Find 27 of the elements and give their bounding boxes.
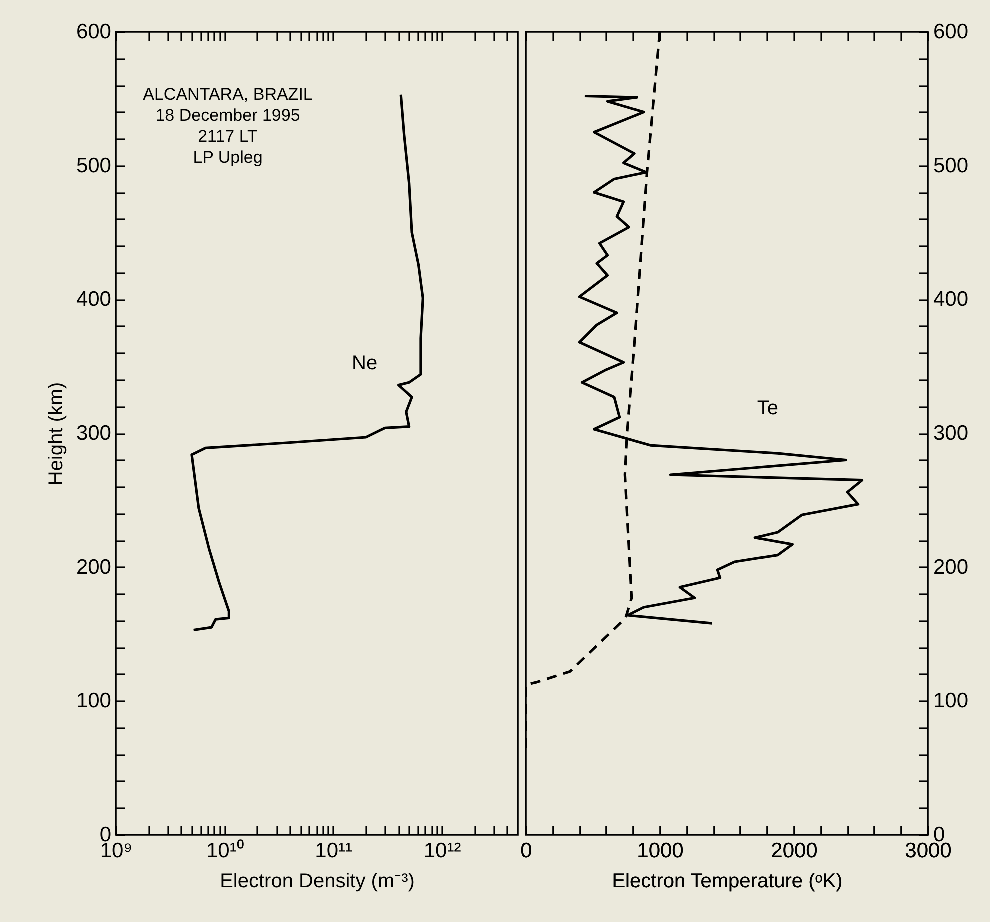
x-tick-label: 1000 (637, 840, 684, 862)
x-tick-label: 10¹² (424, 840, 462, 862)
x-tick-label: 0 (520, 840, 532, 862)
series-label: Te (757, 398, 778, 420)
y-tick-label: 400 (76, 288, 112, 312)
x-tick-label: 10¹¹ (315, 840, 353, 862)
y-tick-label: 300 (934, 422, 969, 445)
y-tick-label: 600 (76, 20, 112, 44)
x-tick-label: 10¹⁰ (206, 840, 244, 862)
x-axis-title: Electron Temperature (ᵒK) (612, 870, 843, 892)
y-tick-label: 100 (76, 690, 112, 713)
y-tick-label: 600 (934, 20, 969, 44)
annotation: 2117 LT (198, 127, 258, 146)
y-tick-label: 100 (934, 690, 969, 713)
y-tick-label: 200 (76, 556, 112, 579)
annotation: LP Upleg (193, 148, 263, 167)
annotation: ALCANTARA, BRAZIL (143, 85, 313, 104)
x-tick-label: 2000 (771, 840, 818, 862)
y-tick-label: 200 (934, 556, 969, 579)
y-tick-label: 400 (934, 288, 969, 312)
y-tick-label: 500 (76, 154, 112, 178)
y-tick-label: 300 (76, 422, 112, 445)
annotation: 18 December 1995 (156, 106, 300, 125)
y-axis-title: Height (km) (45, 382, 68, 486)
series-label: Ne (352, 352, 378, 374)
y-tick-label: 500 (934, 154, 969, 178)
x-axis-title: Electron Density (m⁻³) (220, 870, 415, 892)
